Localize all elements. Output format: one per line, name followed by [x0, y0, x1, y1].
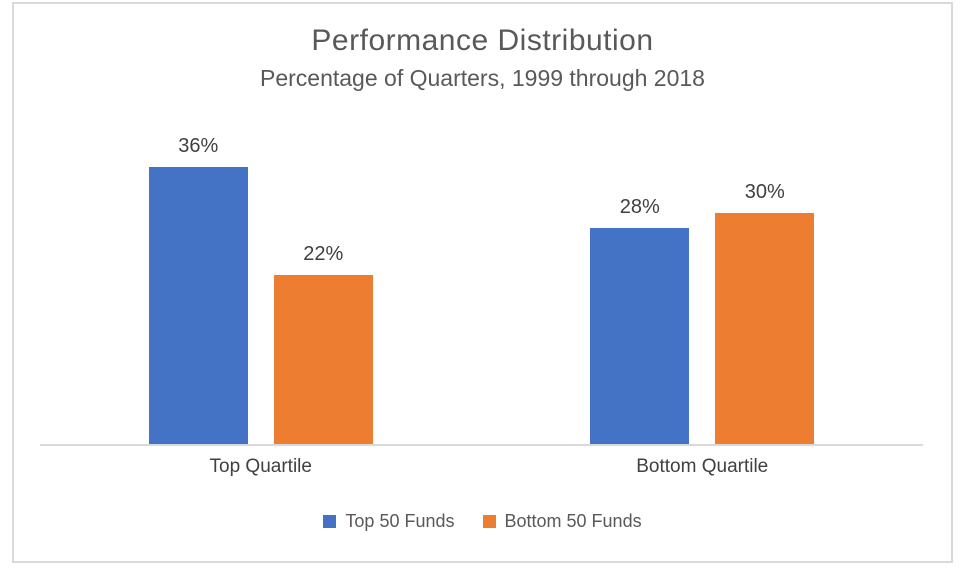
data-label-top50-top-quartile: 36%: [178, 135, 219, 157]
legend-label-top-50-funds: Top 50 Funds: [345, 511, 455, 531]
bar-bottom50-bottom-quartile: [715, 213, 815, 444]
legend-label-bottom-50-funds: Bottom 50 Funds: [504, 511, 642, 531]
bar-top50-bottom-quartile: [590, 228, 690, 444]
legend-swatch-blue: [323, 515, 337, 528]
chart-subtitle: Percentage of Quarters, 1999 through 201…: [260, 65, 705, 91]
chart-title: Performance Distribution: [311, 24, 654, 57]
chart-container: Performance Distribution Percentage of Q…: [12, 2, 953, 563]
bar-group-bottom-quartile: 28% 30%: [482, 84, 924, 444]
x-axis-line: [40, 444, 923, 446]
bar-column-top50-top-quartile: 36%: [148, 135, 248, 444]
bar-column-top50-bottom-quartile: 28%: [590, 196, 690, 444]
data-label-bottom50-top-quartile: 22%: [303, 243, 344, 265]
legend-item-bottom-50-funds: Bottom 50 Funds: [482, 511, 642, 532]
bar-group-top-quartile: 36% 22%: [40, 84, 482, 444]
data-label-top50-bottom-quartile: 28%: [619, 196, 660, 218]
x-axis-label-top-quartile: Top Quartile: [209, 456, 312, 477]
legend-swatch-orange: [482, 515, 496, 528]
bar-column-bottom50-bottom-quartile: 30%: [715, 181, 815, 444]
bar-bottom50-top-quartile: [273, 275, 373, 444]
bar-top50-top-quartile: [148, 167, 248, 444]
data-label-bottom50-bottom-quartile: 30%: [744, 181, 785, 203]
bar-column-bottom50-top-quartile: 22%: [273, 243, 373, 444]
x-axis-label-bottom-quartile: Bottom Quartile: [636, 456, 769, 477]
x-axis-labels: Top Quartile Bottom Quartile: [40, 456, 923, 478]
plot-area: 36% 22% 28% 30%: [40, 84, 923, 444]
legend-item-top-50-funds: Top 50 Funds: [323, 511, 455, 532]
legend: Top 50 Funds Bottom 50 Funds: [14, 511, 951, 532]
